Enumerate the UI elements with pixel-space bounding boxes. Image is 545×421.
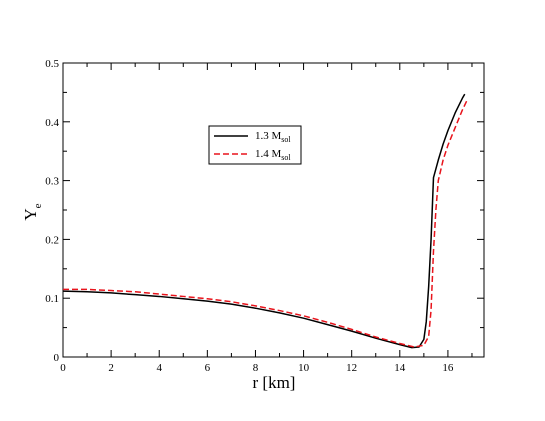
legend-label-1: 1.3 Msol [255, 130, 291, 144]
y-tick-label: 0.5 [45, 58, 59, 70]
series-line-1 [62, 93, 466, 349]
tick-labels: 0 2 4 6 8 10 12 14 16 0 0.1 0.2 0.3 0.4 0.5 [45, 58, 454, 374]
x-tick-label: 4 [156, 362, 162, 374]
y-tick-label: 0.4 [45, 117, 59, 129]
series-line-2 [63, 99, 468, 348]
x-tick-label: 6 [205, 362, 211, 374]
y-tick-label: 0.2 [45, 234, 59, 246]
series-lines [62, 93, 468, 349]
y-axis-label: Ye [21, 203, 44, 220]
y-tick-label: 0.3 [45, 176, 59, 188]
x-tick-label: 2 [108, 362, 114, 374]
legend: 1.3 Msol 1.4 Msol [208, 125, 302, 165]
plot-frame [62, 62, 485, 358]
x-axis-label: r [km] [253, 373, 296, 392]
y-tick-label: 0 [54, 352, 60, 364]
legend-box [208, 125, 302, 165]
x-tick-label: 10 [298, 362, 310, 374]
y-tick-label: 0.1 [45, 293, 59, 305]
y-axis-label-sub: e [32, 203, 44, 208]
x-tick-label: 16 [442, 362, 454, 374]
y-axis-label-main: Y [21, 208, 40, 220]
x-tick-label: 8 [253, 362, 259, 374]
axis-ticks [62, 62, 484, 358]
x-tick-label: 0 [60, 362, 66, 374]
x-tick-label: 14 [394, 362, 406, 374]
legend-label-2: 1.4 Msol [255, 148, 291, 162]
x-tick-label: 12 [346, 362, 357, 374]
